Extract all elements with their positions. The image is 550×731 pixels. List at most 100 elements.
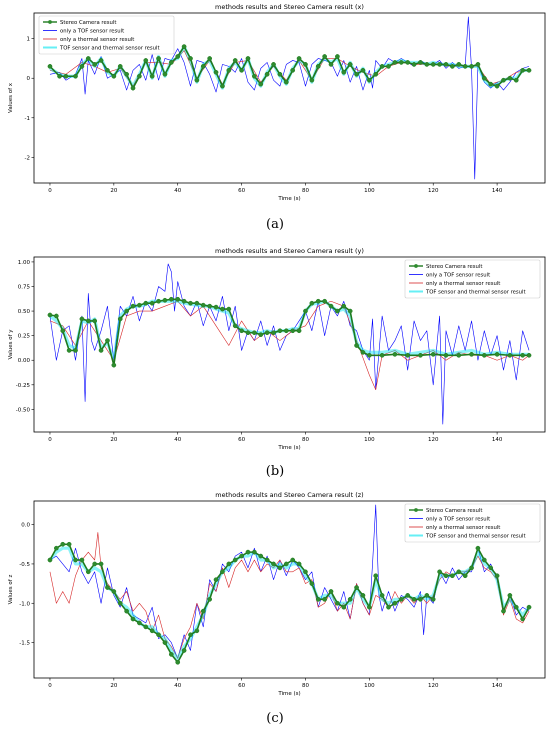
stereo-marker [162, 71, 168, 77]
stereo-marker [450, 573, 455, 579]
y-tick-label: 0.25 [18, 334, 31, 340]
subfigure-x-panel: methods results and Stereo Camera result… [0, 0, 550, 240]
stereo-marker [322, 596, 327, 602]
stereo-marker [117, 600, 123, 606]
stereo-marker [124, 308, 129, 314]
y-tick-label: -0.50 [16, 407, 31, 413]
stereo-marker [322, 298, 327, 304]
stereo-marker [520, 616, 525, 622]
x-tick-label: 40 [174, 188, 181, 194]
stereo-marker [526, 67, 532, 73]
stereo-marker [354, 71, 359, 77]
stereo-marker [360, 350, 366, 355]
stereo-marker [213, 577, 219, 583]
x-tick-label: 140 [492, 437, 503, 443]
stereo-marker [469, 64, 474, 69]
stereo-marker [130, 616, 136, 622]
stereo-marker [168, 296, 174, 302]
stereo-marker [239, 553, 244, 559]
stereo-marker [328, 62, 334, 67]
y-tick-label: 0.75 [18, 284, 31, 290]
stereo-marker [488, 81, 494, 87]
y-tick-label: -0.25 [16, 383, 31, 389]
x-tick-label: 20 [110, 188, 117, 194]
x-tick-label: 60 [238, 683, 245, 689]
stereo-marker [92, 62, 98, 67]
stereo-marker [398, 596, 404, 602]
stereo-marker [379, 64, 385, 69]
y-tick-label: -0.5 [19, 562, 30, 568]
stereo-marker [226, 561, 232, 567]
stereo-marker [181, 298, 187, 304]
stereo-marker [73, 73, 78, 79]
stereo-marker [207, 303, 213, 309]
stereo-marker [430, 62, 436, 67]
stereo-marker [360, 593, 366, 598]
x-tick-label: 140 [492, 683, 503, 689]
stereo-marker [124, 608, 129, 614]
stereo-marker [411, 62, 417, 67]
stereo-marker [137, 73, 142, 79]
stereo-marker [347, 596, 353, 602]
y-tick-label: -1 [25, 116, 30, 122]
stereo-marker [156, 298, 161, 304]
y-tick-label: -1.5 [19, 641, 30, 647]
stereo-marker [341, 303, 347, 309]
stereo-marker [105, 67, 110, 73]
stereo-marker [335, 308, 340, 314]
stereo-marker [488, 565, 494, 571]
stereo-marker [130, 303, 136, 309]
stereo-marker [85, 56, 91, 61]
stereo-marker [507, 352, 513, 358]
legend-label: only a thermal sensor result [426, 525, 500, 531]
stereo-marker [149, 73, 155, 79]
stereo-marker [507, 75, 513, 81]
stereo-marker [252, 330, 257, 336]
legend-label: only a TOF sensor result [60, 29, 124, 35]
stereo-marker [156, 632, 161, 638]
stereo-marker [79, 64, 85, 69]
x-axis-label: Time (s) [277, 691, 300, 697]
series-line-stereo [49, 298, 530, 366]
stereo-marker [328, 589, 334, 594]
stereo-marker [117, 64, 123, 69]
chart-title: methods results and Stereo Camera result… [215, 3, 364, 11]
stereo-marker [98, 58, 104, 63]
stereo-marker [207, 596, 213, 602]
z-chart: methods results and Stereo Camera result… [8, 491, 546, 726]
stereo-marker [494, 351, 500, 357]
y-axis-label: Values of x [8, 82, 14, 113]
stereo-marker [303, 569, 308, 575]
stereo-marker [47, 64, 53, 69]
stereo-marker [501, 608, 506, 614]
stereo-marker [277, 71, 283, 77]
stereo-marker [188, 300, 193, 306]
legend-label: only a thermal sensor result [426, 281, 500, 287]
subfigure-y-panel: methods results and Stereo Camera result… [0, 244, 550, 484]
stereo-marker [264, 557, 270, 563]
stereo-marker [149, 628, 155, 634]
legend-marker [414, 508, 418, 512]
stereo-marker [386, 64, 391, 69]
x-tick-label: 120 [428, 437, 439, 443]
stereo-marker [290, 328, 296, 334]
stereo-marker [232, 58, 238, 63]
stereo-marker [341, 69, 347, 75]
stereo-marker [213, 304, 219, 310]
stereo-marker [194, 628, 200, 634]
stereo-marker [526, 352, 532, 358]
stereo-marker [366, 352, 372, 358]
stereo-marker [137, 620, 142, 626]
y-tick-label: 0 [27, 76, 31, 82]
stereo-marker [143, 624, 149, 630]
stereo-marker [481, 557, 487, 563]
stereo-marker [57, 73, 62, 79]
stereo-marker [315, 298, 321, 304]
stereo-marker [130, 85, 136, 91]
stereo-marker [379, 593, 385, 598]
stereo-marker [143, 58, 149, 63]
stereo-marker [47, 312, 53, 318]
stereo-marker [430, 351, 436, 357]
legend-marker [48, 20, 52, 24]
x-tick-label: 80 [302, 188, 309, 194]
